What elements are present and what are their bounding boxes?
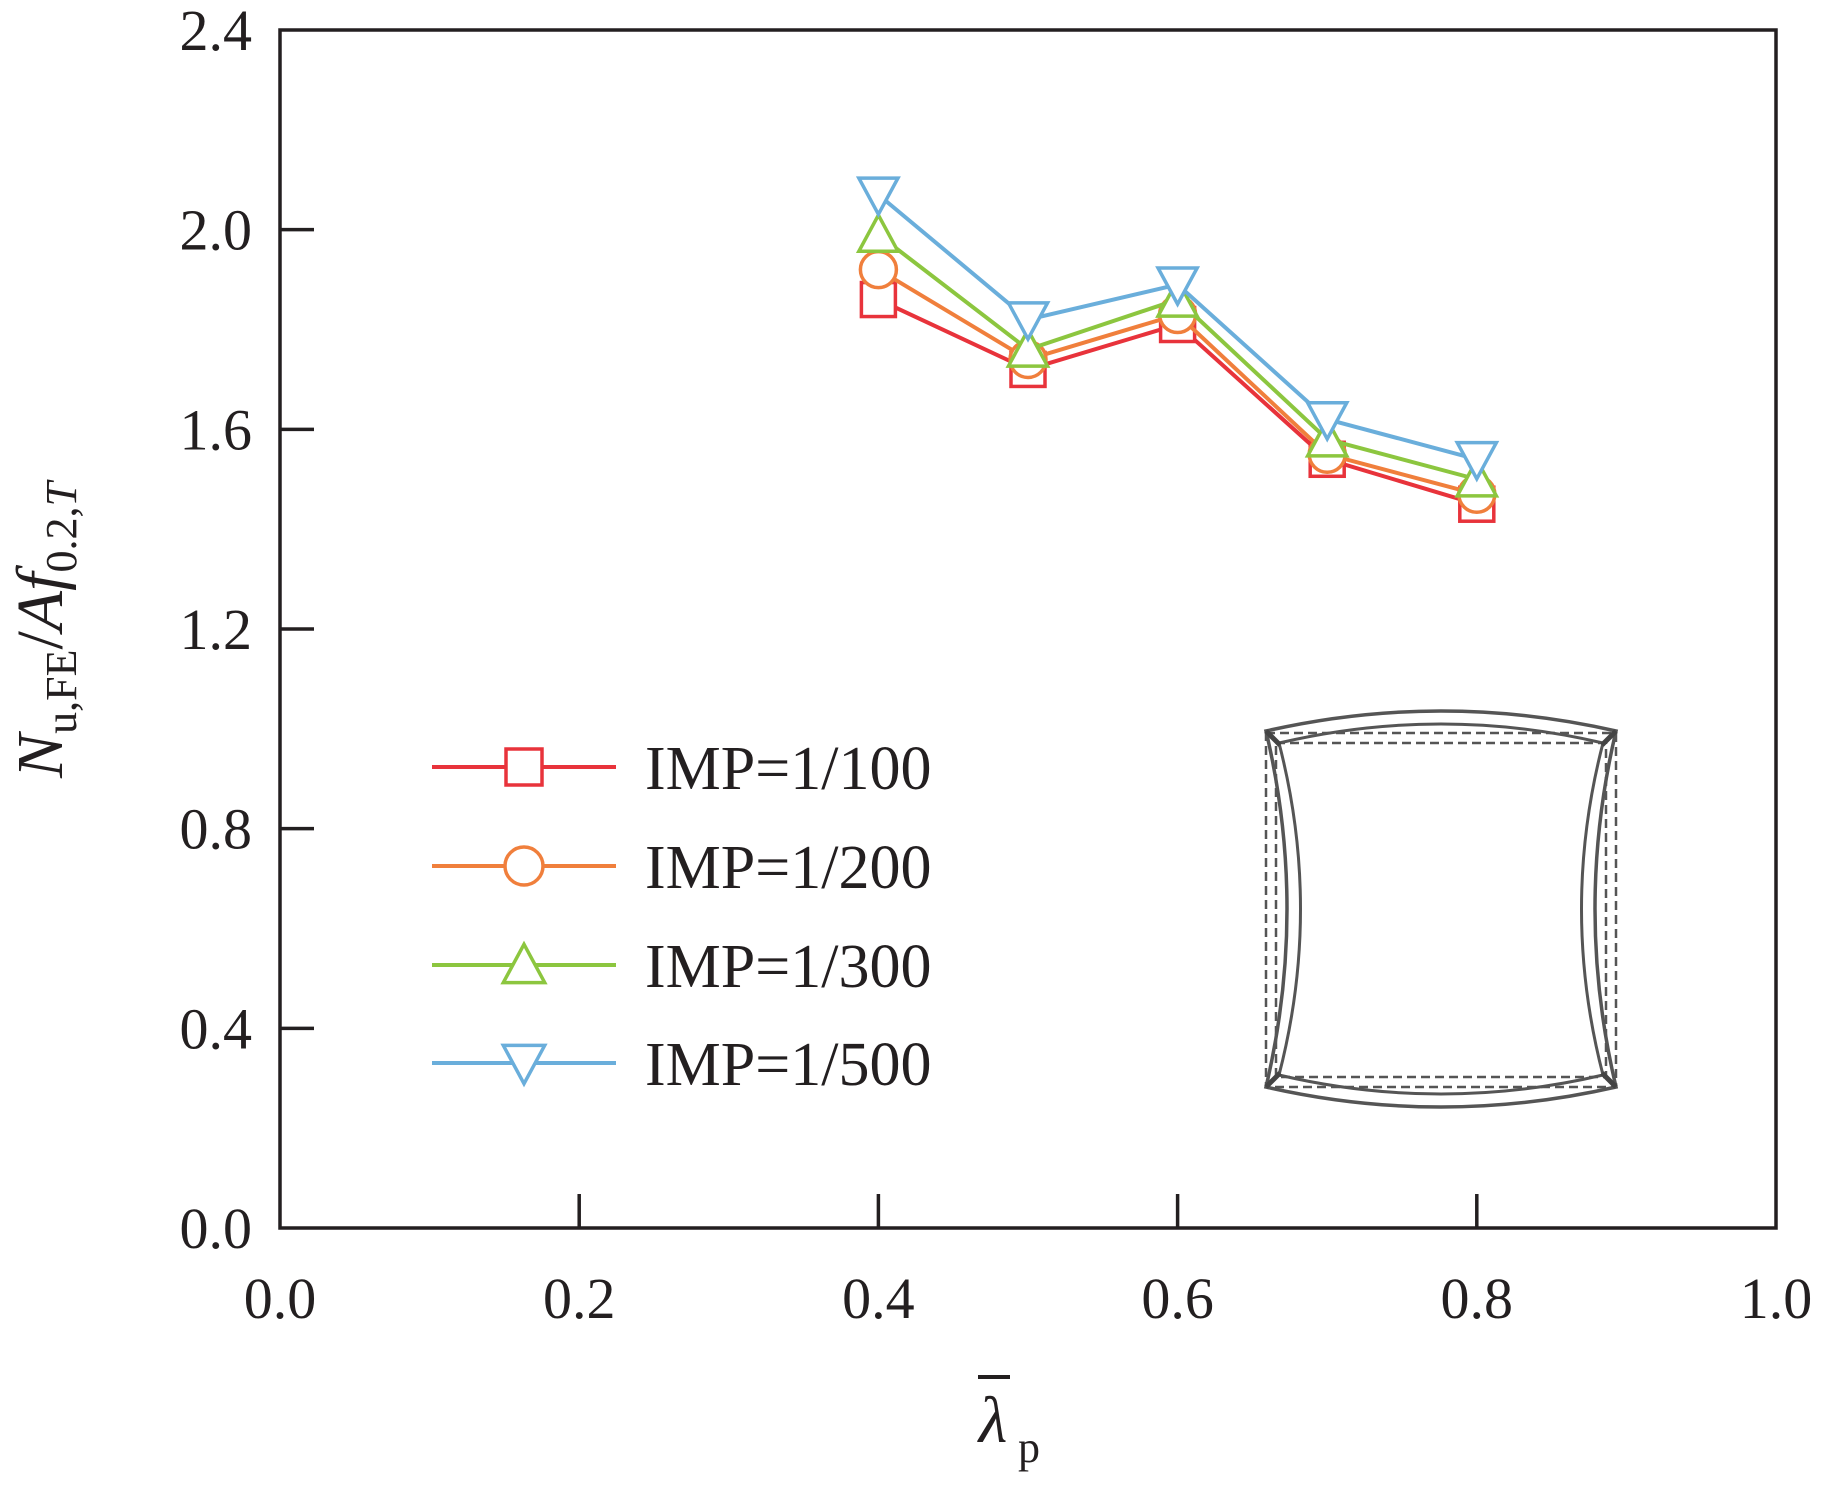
y-tick-label: 0.0 — [180, 1196, 253, 1261]
data-point — [1005, 301, 1051, 343]
legend-marker — [500, 1043, 548, 1088]
y-tick-label: 0.4 — [180, 996, 253, 1061]
x-tick-label: 0.0 — [244, 1266, 317, 1331]
data-point — [858, 249, 899, 290]
x-tick-labels: 0.0 0.2 0.4 0.6 0.8 1.0 — [244, 1266, 1813, 1331]
legend-label: IMP=1/100 — [645, 735, 931, 803]
legend-marker — [500, 940, 548, 985]
x-tick-label: 0.6 — [1141, 1266, 1214, 1331]
deformed-outline-inner — [1277, 722, 1605, 1096]
data-point — [1454, 440, 1500, 483]
legend-label: IMP=1/500 — [645, 1031, 931, 1099]
y-tick-label: 2.4 — [180, 0, 253, 63]
plot-frame — [278, 28, 1778, 1230]
y-tick-label: 2.0 — [180, 198, 253, 263]
x-axis-title-base: λ — [977, 1384, 1008, 1457]
legend-item: IMP=1/500 — [432, 1031, 931, 1099]
undeformed-outline-outer — [1264, 731, 1618, 1089]
x-tick-label: 0.4 — [842, 1266, 915, 1331]
legend-label: IMP=1/200 — [645, 834, 931, 902]
legend-item: IMP=1/200 — [432, 834, 931, 902]
y-axis-title-sep: / — [4, 631, 77, 650]
legend: IMP=1/100 IMP=1/200 IMP=1/300 IMP=1/500 — [432, 735, 931, 1099]
deformed-section-diagram — [1263, 709, 1619, 1109]
x-tick-label: 1.0 — [1740, 1266, 1813, 1331]
legend-marker — [503, 845, 545, 887]
y-tick-labels: 0.0 0.4 0.8 1.2 1.6 2.0 2.4 — [180, 0, 253, 1261]
data-point — [855, 211, 901, 254]
axis-ticks — [280, 227, 1479, 1228]
legend-item: IMP=1/300 — [432, 933, 931, 1001]
y-axis-title-n-sub: u,FE — [37, 650, 86, 734]
legend-label: IMP=1/300 — [645, 933, 931, 1001]
y-axis-title-n: N — [4, 730, 77, 779]
y-axis-title: Nu,FE/Af0.2,T — [4, 479, 86, 779]
data-point — [1005, 326, 1051, 368]
y-axis-title-f-sub: 0.2, — [37, 507, 86, 573]
y-axis-title-a: A — [4, 590, 77, 635]
y-tick-label: 1.6 — [180, 397, 253, 462]
series-4 — [855, 176, 1500, 483]
data-point — [1304, 400, 1350, 443]
series-layer — [855, 176, 1500, 523]
x-axis-title: λ p — [977, 1375, 1040, 1472]
x-axis-title-sub: p — [1018, 1423, 1040, 1472]
corner-marks — [1264, 729, 1618, 1089]
data-point — [855, 176, 901, 218]
y-axis-title-f-sub-t: T — [37, 479, 86, 507]
undeformed-outline-inner — [1274, 741, 1608, 1079]
x-tick-label: 0.2 — [543, 1266, 616, 1331]
x-tick-label: 0.8 — [1441, 1266, 1514, 1331]
deformed-outline-outer — [1263, 709, 1619, 1109]
legend-item: IMP=1/100 — [432, 735, 931, 803]
y-tick-label: 1.2 — [180, 597, 253, 662]
legend-marker — [504, 747, 544, 787]
y-tick-label: 0.8 — [180, 797, 253, 862]
data-point — [1155, 266, 1201, 308]
